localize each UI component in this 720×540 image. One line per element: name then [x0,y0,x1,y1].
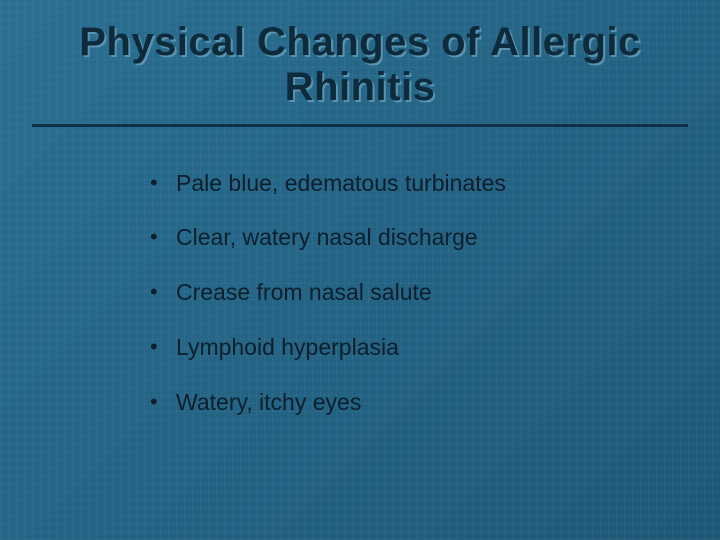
slide: Physical Changes of Allergic Rhinitis Pa… [0,0,720,540]
title-underline [32,124,688,127]
slide-title: Physical Changes of Allergic Rhinitis [40,20,680,110]
list-item: Crease from nasal salute [150,278,680,307]
list-item: Pale blue, edematous turbinates [150,169,680,198]
list-item: Clear, watery nasal discharge [150,223,680,252]
list-item: Lymphoid hyperplasia [150,333,680,362]
bullet-list: Pale blue, edematous turbinates Clear, w… [150,169,680,417]
list-item: Watery, itchy eyes [150,388,680,417]
